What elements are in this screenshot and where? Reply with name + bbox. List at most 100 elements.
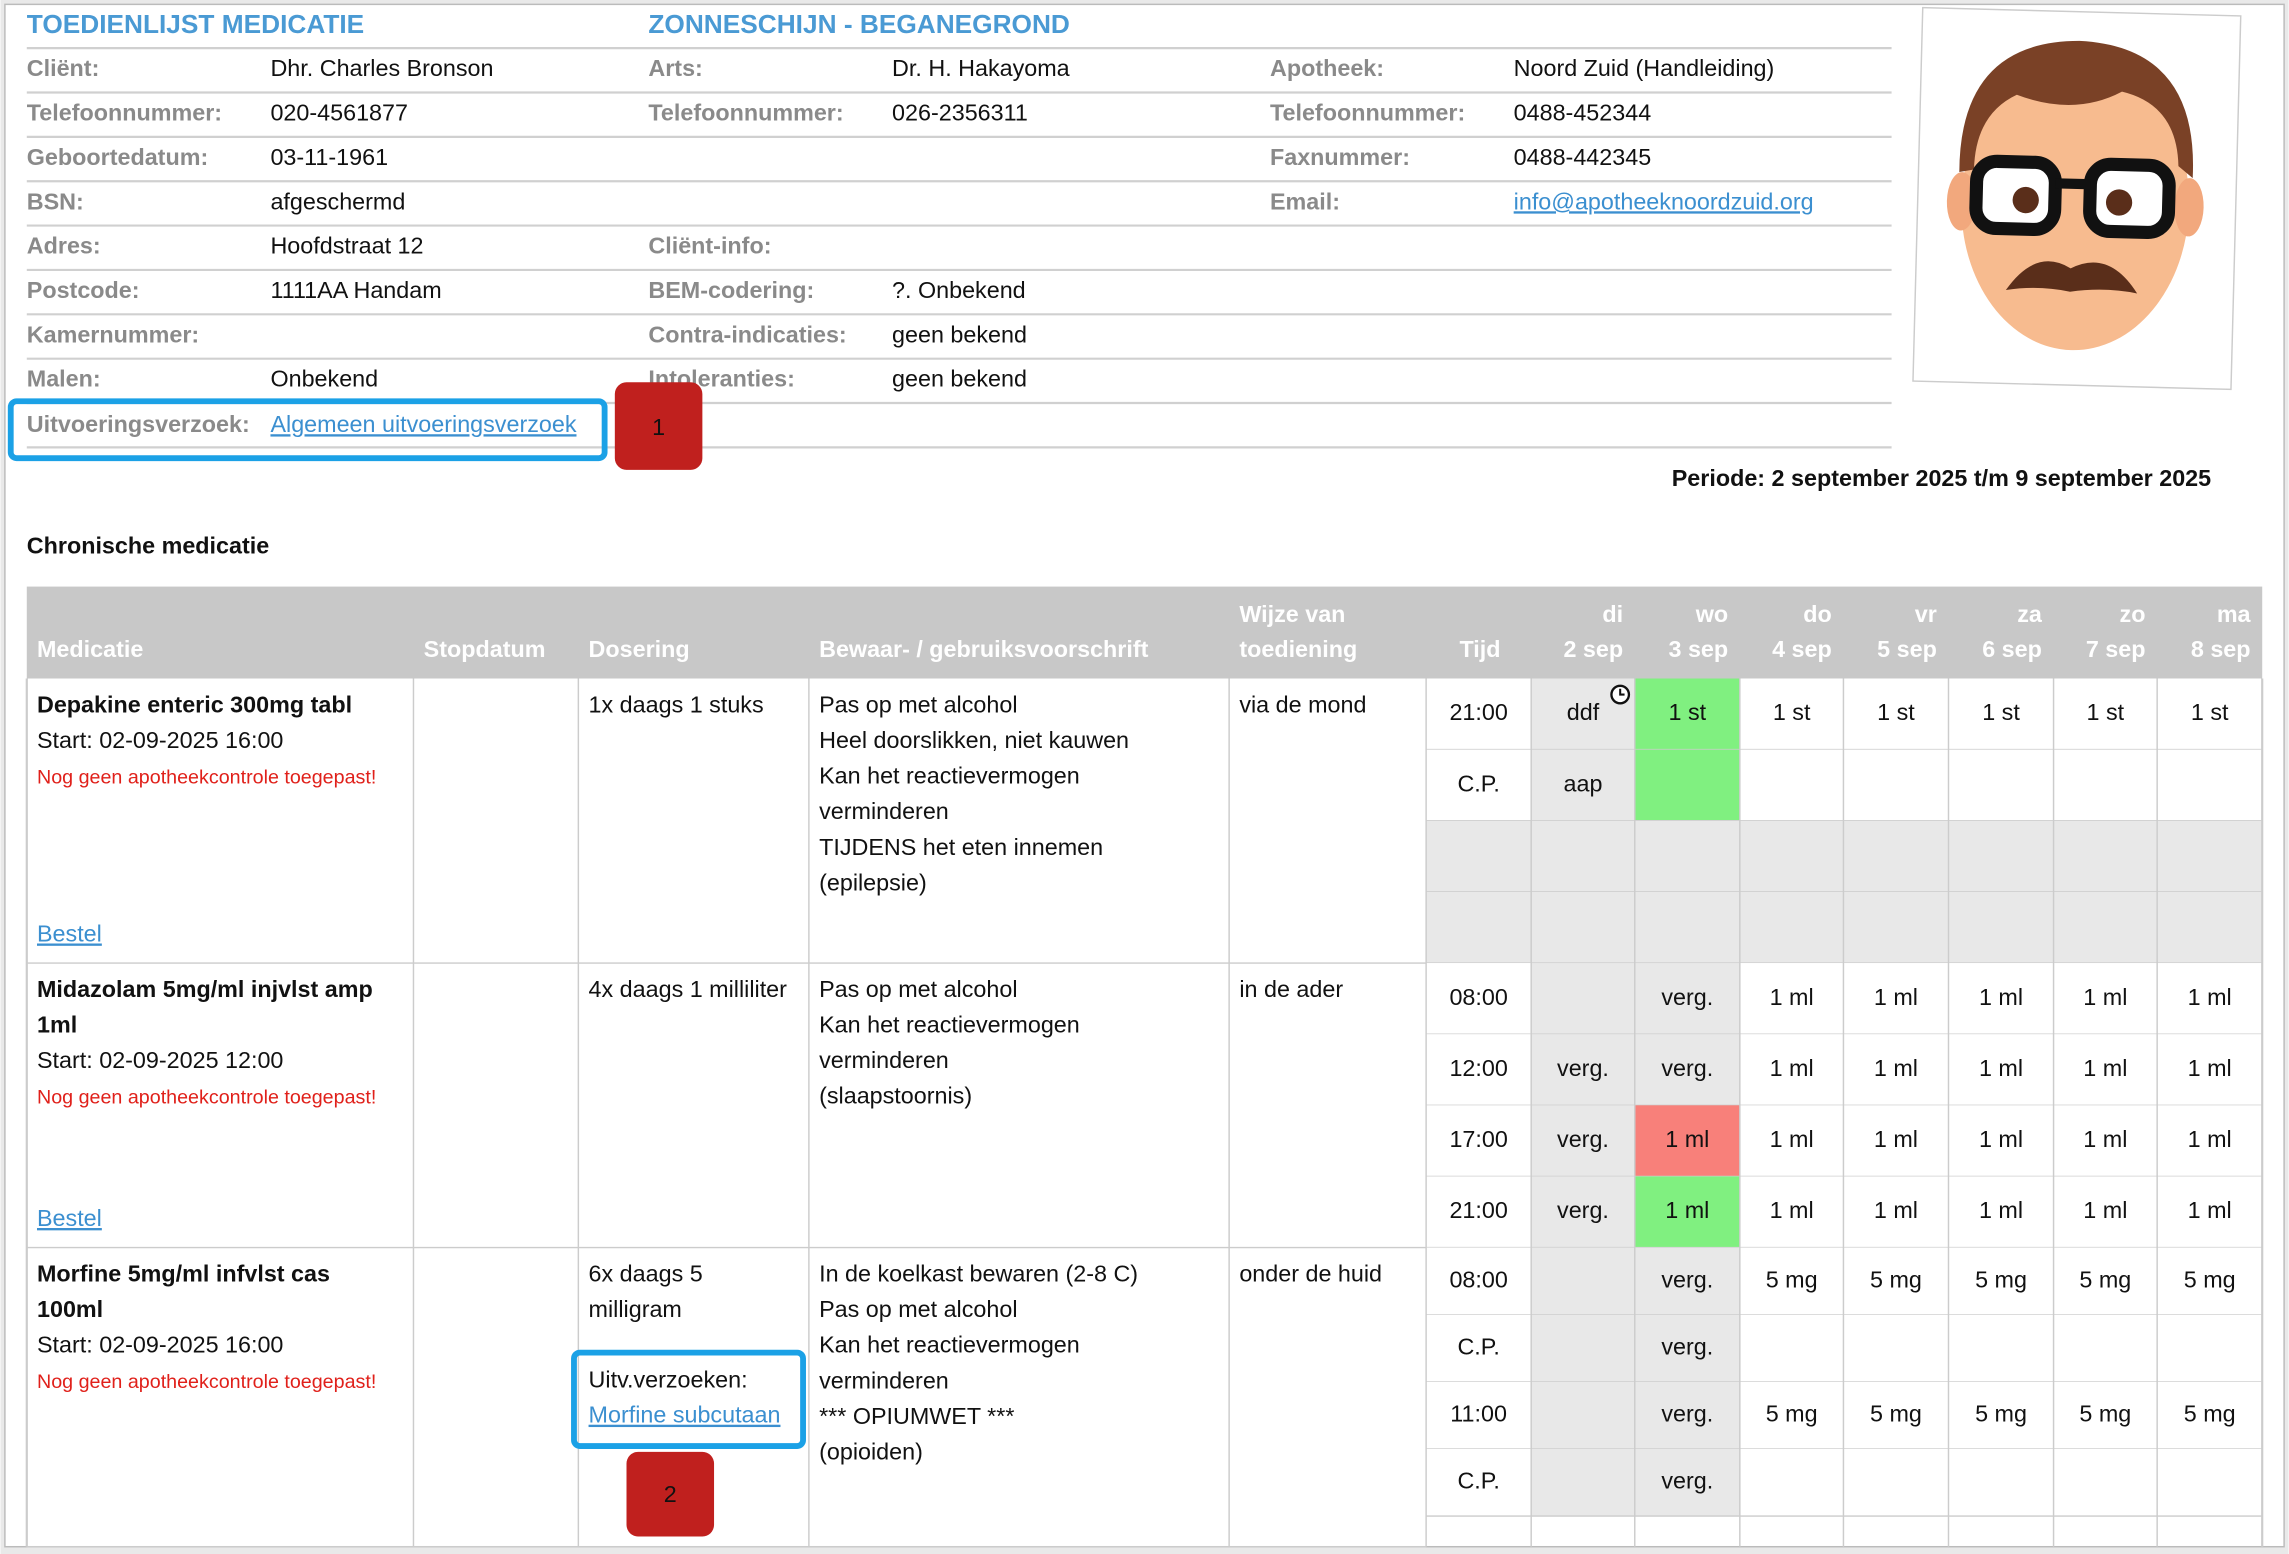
field-label: Telefoonnummer: [1270,100,1465,126]
day-header: zo [2120,601,2146,627]
day-cell [1843,1105,1949,1177]
day-cell [2053,1247,2158,1315]
field-label: Postcode: [27,277,140,303]
administration: 1 st [1773,699,1811,725]
field-label: Cliënt-info: [648,233,771,259]
warning: Nog geen apotheekcontrole toegepast! [37,767,376,789]
day-cell [1843,1448,1949,1517]
field-label: Uitvoeringsverzoek: [27,411,250,437]
order-link[interactable]: Bestel [37,1205,102,1231]
day-cell [1531,891,1635,964]
field-label: Arts: [648,55,702,81]
day-header: 8 sep [2191,636,2251,662]
time-cell [1426,963,1532,1035]
day-cell [1739,820,1844,892]
day-cell [1843,891,1949,964]
column-header: toediening [1239,636,1357,662]
instruction: verminderen [819,1047,949,1073]
day-cell [1634,820,1740,892]
day-cell [1948,1314,2054,1382]
day-cell [2157,820,2263,892]
administration: verg. [1661,1468,1713,1494]
request-link[interactable]: Morfine subcutaan [589,1402,781,1428]
time-cell [1426,749,1532,821]
day-cell [1739,1176,1844,1248]
instruction: verminderen [819,1367,949,1393]
day-header: di [1602,601,1623,627]
order-link[interactable]: Bestel [37,920,102,946]
time-cell [1426,1381,1532,1449]
route: in de ader [1239,976,1343,1002]
start-date: Start: 02-09-2025 16:00 [37,1332,283,1358]
day-cell [2157,1247,2263,1315]
day-cell [1531,1034,1635,1106]
callout-box [571,1349,806,1449]
time-cell [1426,891,1532,964]
request-link[interactable]: Algemeen uitvoeringsverzoek [270,411,576,437]
day-cell [1948,678,2054,750]
field-value: 026-2356311 [892,100,1028,126]
field-label: Cliënt: [27,55,100,81]
field-value: 03-11-1961 [270,144,388,170]
day-cell [1739,1314,1844,1382]
day-header: do [1803,601,1832,627]
administration: verg. [1661,984,1713,1010]
warning: Nog geen apotheekcontrole toegepast! [37,1371,376,1393]
day-header: 2 sep [1563,636,1623,662]
instruction: Pas op met alcohol [819,1296,1017,1322]
day-cell [1739,1105,1844,1177]
day-cell [1739,963,1844,1035]
administration: 1 ml [1874,1197,1918,1223]
day-cell [1531,749,1635,821]
administration: 1 ml [1665,1126,1709,1152]
instruction: Pas op met alcohol [819,691,1017,717]
day-cell [2157,749,2263,821]
administration: 1 ml [2188,1197,2232,1223]
day-cell [2053,1381,2158,1449]
day-cell [1739,891,1844,964]
administration: 1 st [1669,699,1707,725]
hair [1959,40,2194,179]
column-header: Tijd [1459,636,1500,662]
email-link[interactable]: info@apotheeknoordzuid.org [1514,188,1814,214]
time: 08:00 [1449,1266,1507,1292]
day-cell [1948,1381,2054,1449]
dosage: 1x daags 1 stuks [589,691,764,717]
day-header: 5 sep [1877,636,1937,662]
day-cell [1739,1448,1844,1517]
administration: verg. [1557,1197,1609,1223]
day-header: 3 sep [1669,636,1729,662]
field-label: Malen: [27,366,101,392]
day-cell [2053,1034,2158,1106]
day-cell [1843,749,1949,821]
time: C.P. [1457,1333,1499,1359]
day-cell [1531,820,1635,892]
instruction: Heel doorslikken, niet kauwen [819,727,1129,753]
start-date: Start: 02-09-2025 16:00 [37,727,283,753]
field-label: BEM-codering: [648,277,814,303]
administration: verg. [1661,1055,1713,1081]
day-cell [1531,1105,1635,1177]
field-label: Telefoonnummer: [27,100,222,126]
day-cell [1948,749,2054,821]
instruction: *** OPIUMWET *** [819,1403,1014,1429]
day-cell [1634,1105,1740,1177]
field-value: afgeschermd [270,188,405,214]
column-header: Stopdatum [424,636,546,662]
day-cell [1739,1034,1844,1106]
route: via de mond [1239,691,1366,717]
field-value: ?. Onbekend [892,277,1026,303]
field-label: BSN: [27,188,84,214]
eye [2012,186,2039,214]
field-label: Telefoonnummer: [648,100,843,126]
start-date: Start: 02-09-2025 12:00 [37,1047,283,1073]
glasses-bridge [2055,178,2091,190]
day-cell [1843,1314,1949,1382]
warning: Nog geen apotheekcontrole toegepast! [37,1087,376,1109]
day-cell [2053,1448,2158,1517]
day-cell [1948,1034,2054,1106]
administration: 1 st [1982,699,2020,725]
day-header: za [2017,601,2043,627]
field-value: geen bekend [892,321,1027,347]
